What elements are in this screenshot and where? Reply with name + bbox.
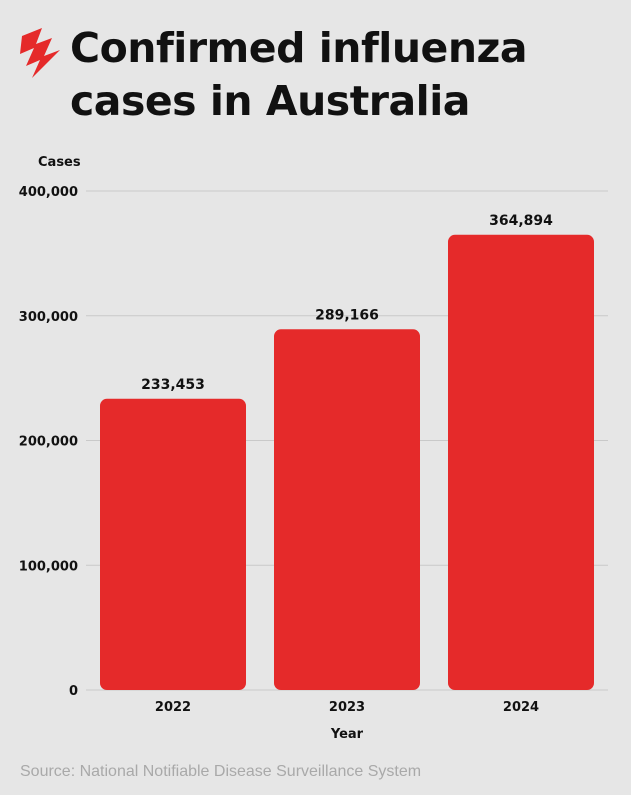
bar-2023 xyxy=(274,329,420,690)
bar-2022 xyxy=(100,398,246,690)
bar-2024 xyxy=(448,234,594,690)
title-line-2: cases in Australia xyxy=(70,77,470,125)
y-axis-title: Cases xyxy=(38,155,81,170)
data-label: 233,453 xyxy=(141,377,205,393)
source-note: Source: National Notifiable Disease Surv… xyxy=(20,763,422,780)
sbs-logo-icon xyxy=(20,28,60,78)
x-tick-label: 2023 xyxy=(329,700,365,715)
y-tick-label: 200,000 xyxy=(19,435,78,450)
y-tick-label: 400,000 xyxy=(19,185,78,200)
x-tick-label: 2022 xyxy=(155,700,191,715)
y-tick-label: 300,000 xyxy=(19,310,78,325)
data-label: 289,166 xyxy=(315,307,379,323)
x-axis-title: Year xyxy=(330,727,364,742)
title-line-1: Confirmed influenza xyxy=(70,24,528,72)
page-title: Confirmed influenza cases in Australia xyxy=(70,22,620,128)
x-tick-label: 2024 xyxy=(503,700,539,715)
y-tick-label: 100,000 xyxy=(19,559,78,574)
y-tick-label: 0 xyxy=(69,684,78,699)
data-label: 364,894 xyxy=(489,213,553,229)
